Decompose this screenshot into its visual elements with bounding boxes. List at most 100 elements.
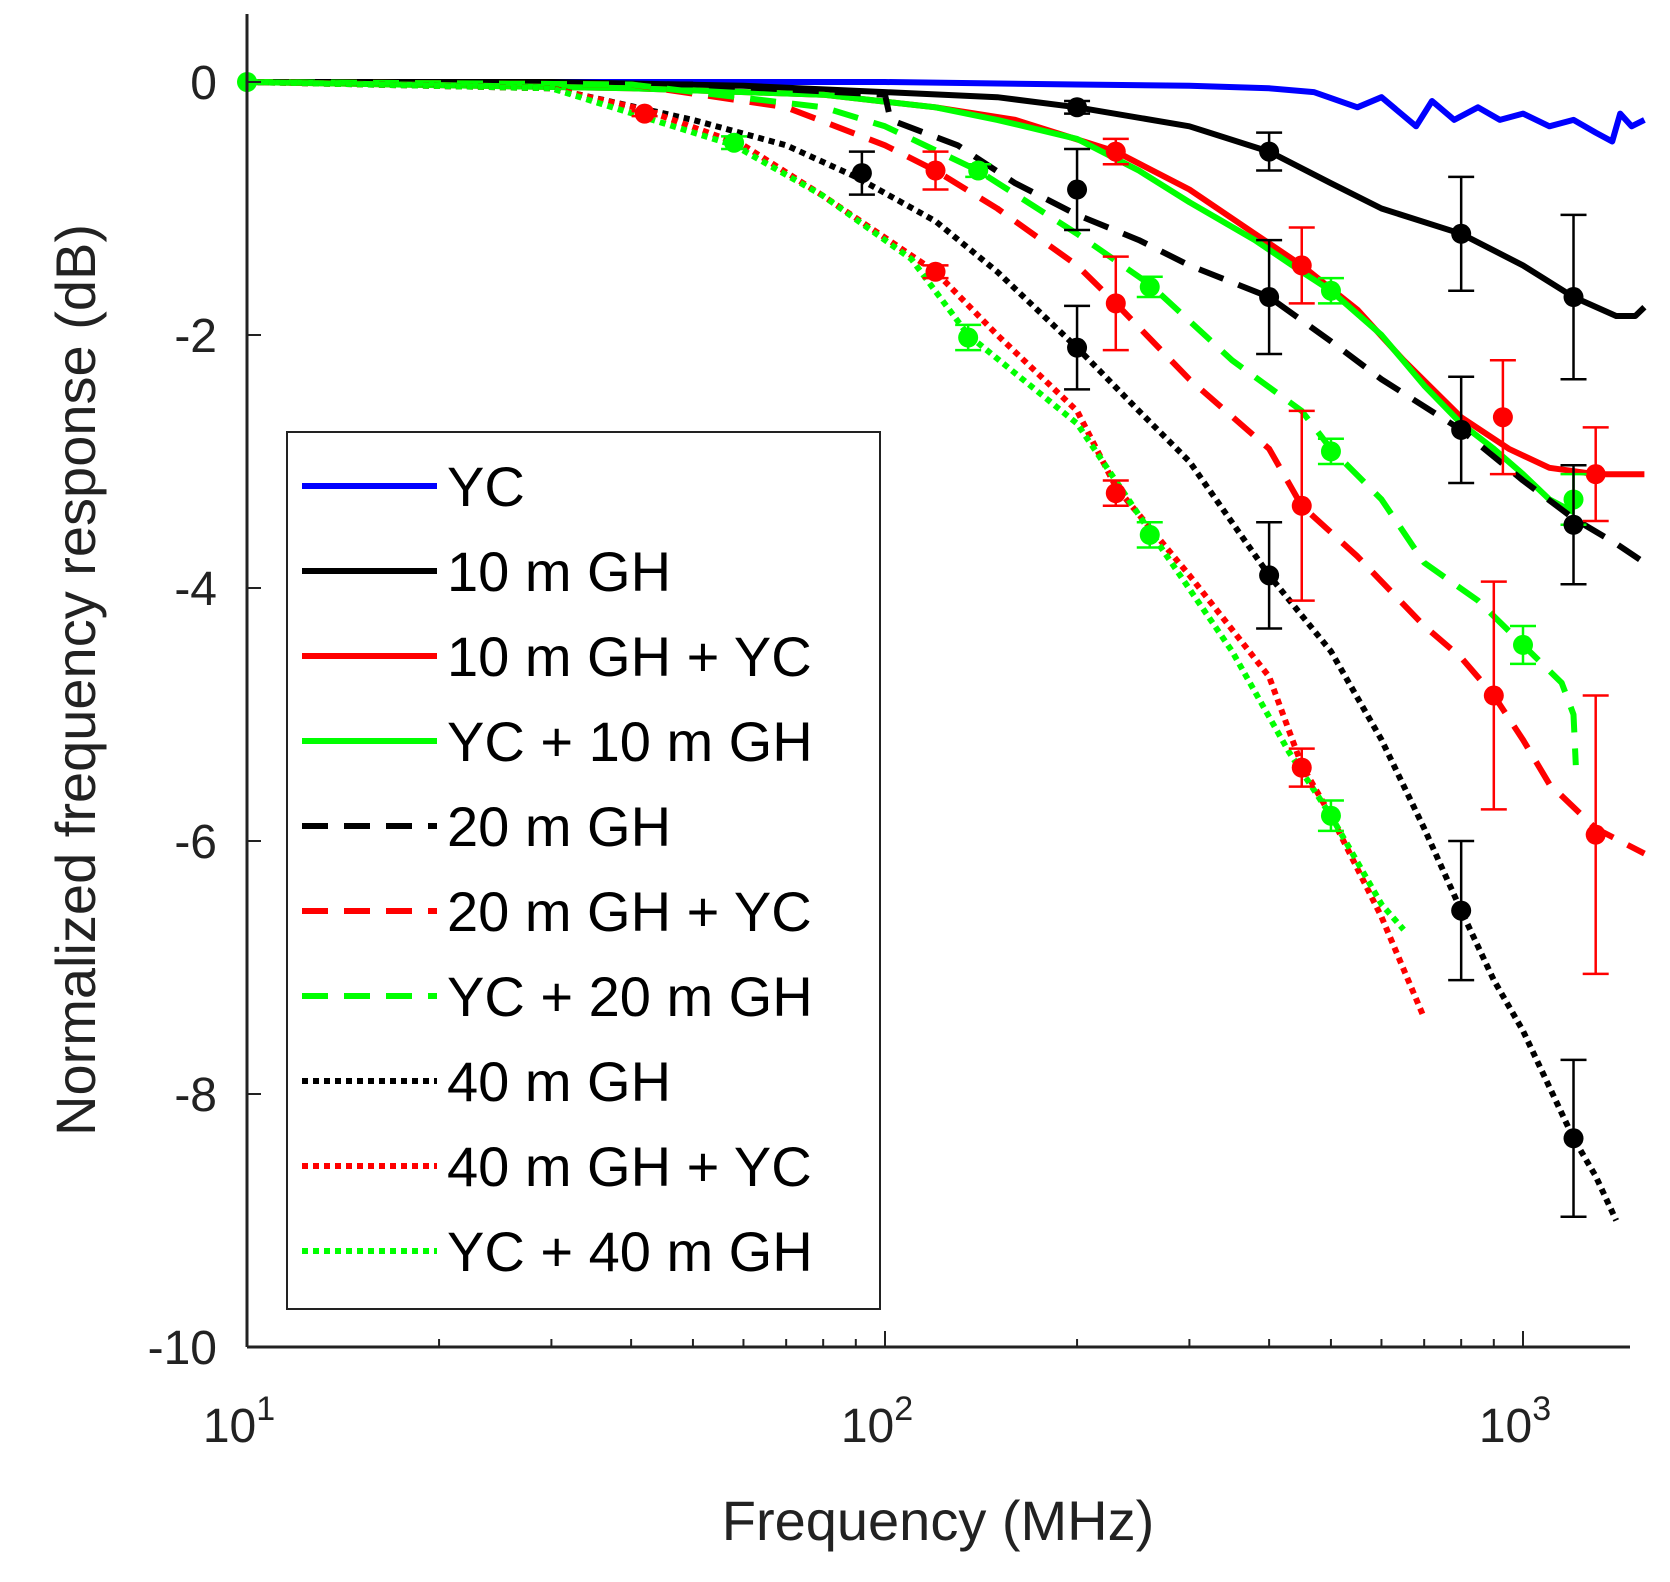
data-marker <box>1317 276 1344 305</box>
series-line-4 <box>246 79 1647 566</box>
data-marker <box>1288 226 1315 305</box>
marker-dot <box>634 103 655 124</box>
x-tick-label: 101 <box>203 1390 275 1453</box>
marker-dot <box>1067 97 1088 118</box>
marker-dot <box>851 163 872 184</box>
series-line-5 <box>246 79 1646 857</box>
marker-dot <box>1320 441 1341 462</box>
marker-dot <box>1585 464 1606 485</box>
marker-dot <box>1585 824 1606 845</box>
data-marker <box>1102 255 1129 352</box>
legend-label: 40 m GH + YC <box>447 1135 812 1198</box>
legend-label: YC + 10 m GH <box>447 710 813 773</box>
marker-dot <box>1259 565 1280 586</box>
marker-dot <box>968 160 989 181</box>
data-marker <box>1064 97 1091 118</box>
data-marker <box>1560 213 1587 381</box>
marker-dot <box>1105 293 1126 314</box>
marker-dot <box>1451 419 1472 440</box>
x-tick-label: 103 <box>1479 1390 1551 1453</box>
data-marker <box>1102 137 1129 166</box>
marker-dot <box>1105 483 1126 504</box>
data-marker <box>1489 359 1516 476</box>
series-line-0 <box>247 79 1646 145</box>
data-marker <box>1448 175 1475 292</box>
marker-dot <box>1563 287 1584 308</box>
legend-label: 20 m GH <box>447 795 671 858</box>
marker-dot <box>1139 524 1160 545</box>
y-tick-label: -10 <box>148 1322 217 1375</box>
series-line-7 <box>246 79 1619 1222</box>
legend-items: YC 10 m GH 10 m GH + YC YC + 10 m GH 20 m GH… <box>302 455 813 1283</box>
y-tick-label: 0 <box>190 57 217 110</box>
marker-dot <box>1291 757 1312 778</box>
marker-dot <box>1563 514 1584 535</box>
data-marker <box>1256 131 1283 172</box>
y-tick-label: -4 <box>174 563 217 616</box>
marker-dot <box>1139 276 1160 297</box>
y-tick-label: -8 <box>174 1069 217 1122</box>
legend-box <box>286 431 881 1310</box>
y-tick-label: -6 <box>174 816 217 869</box>
axes-layer <box>245 14 1630 1349</box>
data-marker <box>1256 520 1283 630</box>
data-marker <box>1560 464 1587 586</box>
data-marker <box>1582 694 1609 976</box>
data-marker <box>955 323 982 352</box>
data-marker <box>1560 1058 1587 1218</box>
legend-label: 20 m GH + YC <box>447 880 812 943</box>
data-marker <box>1317 799 1344 833</box>
data-marker <box>1448 375 1475 485</box>
marker-layer <box>237 72 1609 1218</box>
data-marker <box>721 132 748 153</box>
data-marker <box>1288 409 1315 602</box>
data-marker <box>1064 304 1091 391</box>
marker-dot <box>1320 280 1341 301</box>
data-marker <box>1102 479 1129 508</box>
marker-dot <box>1513 634 1533 655</box>
legend-label: 40 m GH <box>447 1050 671 1113</box>
marker-dot <box>1291 255 1312 276</box>
data-marker <box>848 150 875 196</box>
data-marker <box>1256 238 1283 356</box>
tick-layer: 0 -2 -4 -6 -8 -10 101 102 103 <box>148 57 1552 1453</box>
marker-dot <box>1259 287 1280 308</box>
data-marker <box>1136 520 1163 549</box>
legend-label: 10 m GH <box>447 540 671 603</box>
data-marker <box>1510 624 1536 666</box>
marker-dot <box>1067 337 1088 358</box>
marker-dot <box>1451 223 1472 244</box>
marker-dot <box>1105 141 1126 162</box>
data-marker <box>1582 426 1609 523</box>
data-marker <box>1480 580 1507 811</box>
marker-dot <box>1451 900 1472 921</box>
legend-label: YC + 20 m GH <box>447 965 813 1028</box>
data-marker <box>631 103 658 124</box>
data-marker <box>922 150 949 191</box>
marker-dot <box>1483 685 1504 706</box>
y-axis-title: Normalized frequency response (dB) <box>44 224 107 1136</box>
data-marker <box>1064 147 1091 232</box>
legend: YC 10 m GH 10 m GH + YC YC + 10 m GH 20 m GH… <box>286 431 881 1310</box>
x-tick-label: 102 <box>841 1390 913 1453</box>
marker-dot <box>1291 495 1312 516</box>
marker-dot <box>925 160 946 181</box>
legend-label: YC <box>447 455 525 518</box>
y-tick-label: -2 <box>174 310 217 363</box>
marker-dot <box>724 132 745 153</box>
legend-label: 10 m GH + YC <box>447 625 812 688</box>
marker-dot <box>1067 179 1088 200</box>
data-marker <box>965 160 992 181</box>
data-marker <box>1448 839 1475 982</box>
data-marker <box>1317 437 1344 466</box>
x-axis-title: Frequency (MHz) <box>722 1489 1155 1552</box>
legend-label: YC + 40 m GH <box>447 1220 813 1283</box>
data-marker <box>1136 275 1163 299</box>
marker-dot <box>1563 1128 1584 1149</box>
marker-dot <box>958 327 979 348</box>
series-line-3 <box>246 79 1575 515</box>
marker-dot <box>925 261 946 282</box>
data-marker <box>922 261 949 282</box>
